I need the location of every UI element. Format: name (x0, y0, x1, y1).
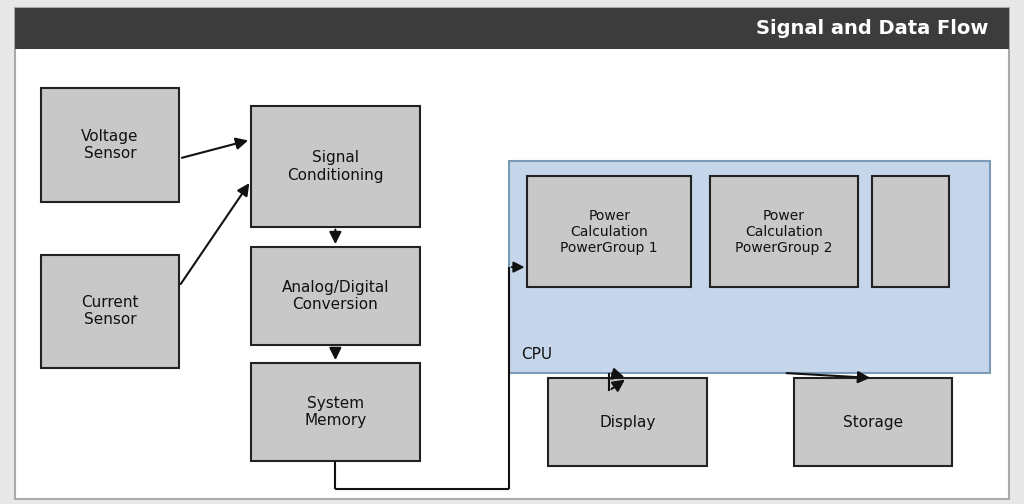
Text: Voltage
Sensor: Voltage Sensor (81, 129, 139, 161)
Text: Power
Calculation
PowerGroup 2: Power Calculation PowerGroup 2 (735, 209, 833, 255)
FancyBboxPatch shape (509, 161, 990, 373)
FancyBboxPatch shape (15, 8, 1009, 499)
FancyBboxPatch shape (710, 176, 858, 287)
FancyBboxPatch shape (15, 8, 1009, 49)
FancyBboxPatch shape (41, 255, 179, 368)
FancyBboxPatch shape (41, 88, 179, 202)
Text: Power
Calculation
PowerGroup 1: Power Calculation PowerGroup 1 (560, 209, 658, 255)
Text: System
Memory: System Memory (304, 396, 367, 428)
FancyBboxPatch shape (251, 106, 420, 227)
Text: Signal
Conditioning: Signal Conditioning (287, 150, 384, 182)
Text: Display: Display (599, 415, 655, 429)
Text: CPU: CPU (521, 347, 552, 362)
FancyBboxPatch shape (251, 363, 420, 461)
FancyBboxPatch shape (794, 378, 952, 466)
Text: Analog/Digital
Conversion: Analog/Digital Conversion (282, 280, 389, 312)
FancyBboxPatch shape (527, 176, 691, 287)
Text: Current
Sensor: Current Sensor (81, 295, 139, 328)
Text: Storage: Storage (843, 415, 903, 429)
FancyBboxPatch shape (872, 176, 949, 287)
Text: Signal and Data Flow: Signal and Data Flow (756, 19, 988, 38)
FancyBboxPatch shape (548, 378, 707, 466)
FancyBboxPatch shape (251, 247, 420, 345)
